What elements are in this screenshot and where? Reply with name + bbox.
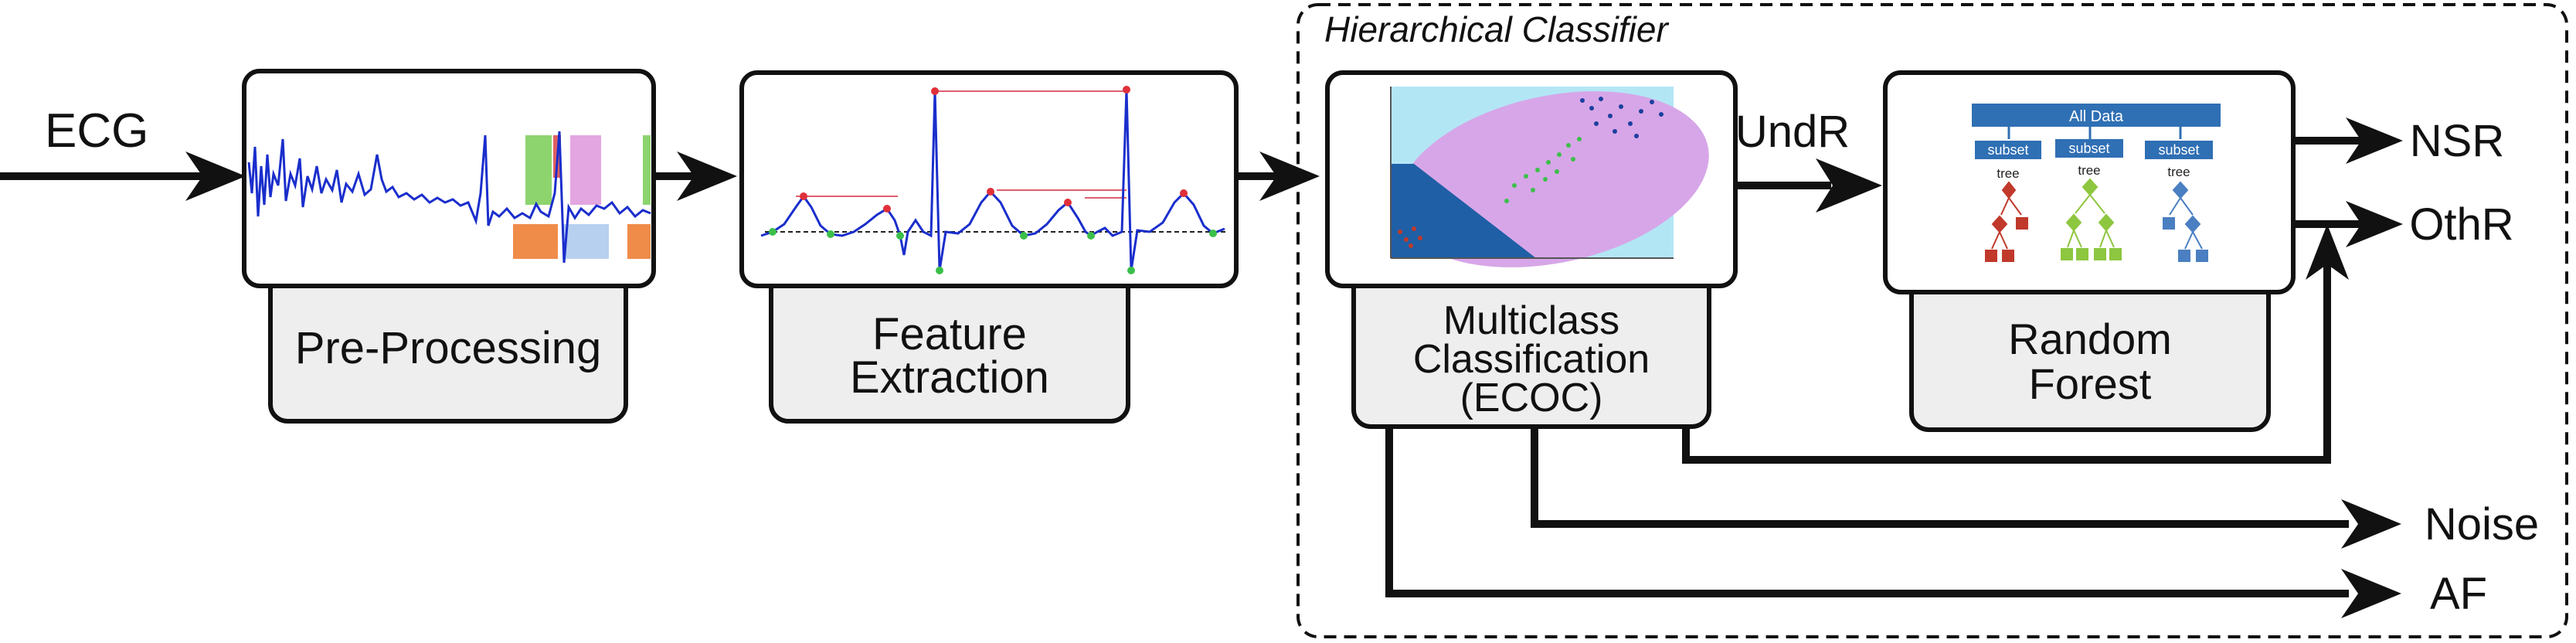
- input-arrow: [0, 151, 246, 201]
- multiclass-label-line1: Multiclass: [1443, 298, 1619, 343]
- segment-pink: [570, 135, 601, 205]
- preprocessing-label: Pre-Processing: [295, 323, 601, 373]
- feature-waveform: [760, 89, 1225, 271]
- all-data-label: All Data: [2069, 108, 2124, 125]
- group-title: Hierarchical Classifier: [1324, 9, 1669, 49]
- arrow-feature-to-multiclass: [1236, 151, 1320, 201]
- subset-label-1: subset: [1987, 142, 2028, 158]
- output-noise: Noise: [2425, 499, 2539, 549]
- arrow-ecoc-to-noise: [1531, 427, 2401, 549]
- random-forest-block: Random Forest All Data subset subset sub…: [1883, 70, 2296, 432]
- tree-label-2: tree: [2078, 163, 2100, 178]
- undr-edge-label: UndR: [1735, 107, 1850, 157]
- multiclass-block: Multiclass Classification (ECOC): [1325, 70, 1738, 429]
- subset-label-3: subset: [2158, 142, 2199, 158]
- scatter-dark-region: [1391, 164, 1536, 258]
- forest-label-line2: Forest: [2029, 359, 2152, 408]
- preprocessing-block: Pre-Processing: [242, 69, 656, 424]
- forest-label-line1: Random: [2008, 315, 2172, 363]
- ecg-waveform: [247, 131, 651, 264]
- arrow-to-othr: [2293, 201, 2403, 247]
- output-nsr: NSR: [2410, 116, 2504, 166]
- tree-blue: [2163, 181, 2208, 262]
- arrow-multiclass-to-forest: [1735, 158, 1882, 213]
- tree-red: [1985, 181, 2028, 262]
- subset-label-2: subset: [2068, 141, 2109, 156]
- tree-label-1: tree: [1997, 166, 2019, 181]
- feature-extraction-block: Feature Extraction: [739, 70, 1239, 424]
- arrow-ecoc-to-af: [1385, 427, 2401, 618]
- segment-lightblue: [562, 224, 609, 259]
- arrow-pre-to-feature: [654, 151, 737, 201]
- feature-label-line1: Feature: [872, 309, 1027, 359]
- input-label: ECG: [45, 104, 148, 158]
- all-data-bar: [1972, 104, 2221, 127]
- arrow-to-nsr: [2293, 117, 2403, 164]
- segment-green-2: [643, 135, 651, 205]
- output-af: AF: [2430, 569, 2487, 619]
- tree-label-3: tree: [2167, 165, 2190, 179]
- feature-label-line2: Extraction: [850, 352, 1049, 403]
- segment-orange: [513, 224, 558, 259]
- segment-green: [525, 135, 552, 205]
- output-othr: OthR: [2409, 199, 2513, 250]
- hierarchical-classifier-group: [1296, 3, 2568, 638]
- multiclass-label-line2: Classification: [1413, 337, 1650, 382]
- segment-orange-2: [627, 224, 651, 259]
- multiclass-label-line3: (ECOC): [1460, 376, 1603, 420]
- tree-green: [2061, 178, 2122, 260]
- arrow-ecoc-to-othr: [1682, 224, 2349, 464]
